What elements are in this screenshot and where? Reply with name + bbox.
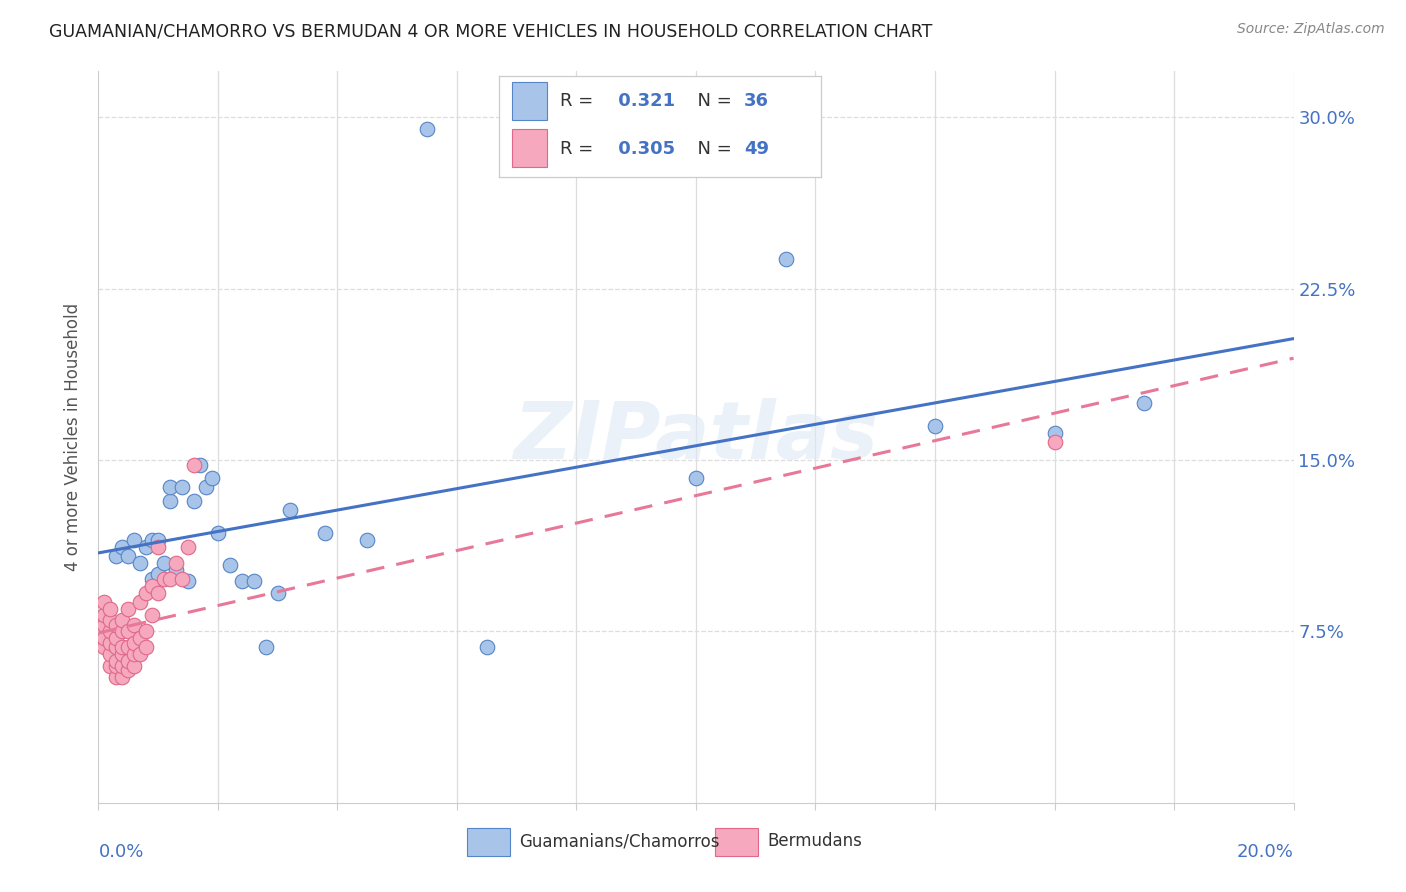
- Point: [135, 624, 157, 639]
- Point: [117, 601, 139, 615]
- Point: [183, 494, 205, 508]
- Point: [105, 617, 128, 632]
- Point: [111, 624, 134, 639]
- Point: [1133, 396, 1156, 410]
- Point: [685, 471, 707, 485]
- Point: [172, 572, 194, 586]
- Point: [1043, 425, 1066, 440]
- Point: [135, 585, 157, 599]
- Point: [117, 663, 139, 677]
- Text: ZIPatlas: ZIPatlas: [513, 398, 879, 476]
- Point: [159, 494, 181, 508]
- Point: [124, 647, 146, 661]
- Point: [93, 632, 115, 646]
- Point: [124, 658, 146, 673]
- Text: 0.0%: 0.0%: [98, 843, 143, 861]
- Point: [105, 549, 128, 563]
- Point: [159, 572, 181, 586]
- Point: [98, 624, 122, 639]
- Point: [177, 574, 200, 588]
- Point: [243, 574, 266, 588]
- Point: [105, 658, 128, 673]
- Point: [315, 526, 337, 541]
- Point: [111, 670, 134, 684]
- Point: [141, 572, 163, 586]
- Point: [135, 640, 157, 655]
- Point: [254, 640, 277, 655]
- Point: [111, 647, 134, 661]
- Point: [195, 480, 218, 494]
- Point: [98, 613, 122, 627]
- Point: [111, 540, 134, 554]
- Point: [93, 608, 115, 623]
- Point: [129, 595, 152, 609]
- Point: [111, 658, 134, 673]
- Point: [124, 636, 146, 650]
- Y-axis label: 4 or more Vehicles in Household: 4 or more Vehicles in Household: [65, 303, 83, 571]
- Point: [111, 613, 134, 627]
- Point: [98, 647, 122, 661]
- Point: [267, 585, 290, 599]
- Point: [98, 601, 122, 615]
- Point: [141, 579, 163, 593]
- Point: [356, 533, 378, 547]
- Point: [141, 533, 163, 547]
- Point: [165, 563, 187, 577]
- Point: [201, 471, 224, 485]
- Point: [105, 640, 128, 655]
- Point: [98, 636, 122, 650]
- Point: [117, 640, 139, 655]
- Point: [475, 640, 498, 655]
- Point: [775, 252, 797, 266]
- Point: [111, 640, 134, 655]
- Point: [148, 540, 170, 554]
- Point: [105, 632, 128, 646]
- Point: [117, 654, 139, 668]
- Point: [165, 556, 187, 570]
- Point: [148, 585, 170, 599]
- Text: 20.0%: 20.0%: [1237, 843, 1294, 861]
- Point: [141, 608, 163, 623]
- Point: [219, 558, 242, 573]
- Text: Source: ZipAtlas.com: Source: ZipAtlas.com: [1237, 22, 1385, 37]
- Point: [183, 458, 205, 472]
- Text: GUAMANIAN/CHAMORRO VS BERMUDAN 4 OR MORE VEHICLES IN HOUSEHOLD CORRELATION CHART: GUAMANIAN/CHAMORRO VS BERMUDAN 4 OR MORE…: [49, 22, 932, 40]
- Point: [153, 572, 176, 586]
- Point: [278, 503, 301, 517]
- Point: [129, 556, 152, 570]
- Point: [135, 540, 157, 554]
- Point: [172, 480, 194, 494]
- Point: [153, 556, 176, 570]
- Point: [129, 632, 152, 646]
- Point: [159, 480, 181, 494]
- Point: [98, 658, 122, 673]
- Point: [924, 418, 946, 433]
- Point: [117, 549, 139, 563]
- Point: [124, 617, 146, 632]
- Point: [177, 540, 200, 554]
- Point: [416, 121, 439, 136]
- Point: [93, 640, 115, 655]
- Point: [105, 654, 128, 668]
- Point: [93, 595, 115, 609]
- Point: [129, 647, 152, 661]
- Point: [207, 526, 229, 541]
- Point: [105, 670, 128, 684]
- Point: [124, 533, 146, 547]
- Point: [148, 533, 170, 547]
- Point: [188, 458, 211, 472]
- Point: [148, 567, 170, 582]
- Point: [1043, 434, 1066, 449]
- Point: [93, 617, 115, 632]
- Point: [117, 624, 139, 639]
- Point: [231, 574, 253, 588]
